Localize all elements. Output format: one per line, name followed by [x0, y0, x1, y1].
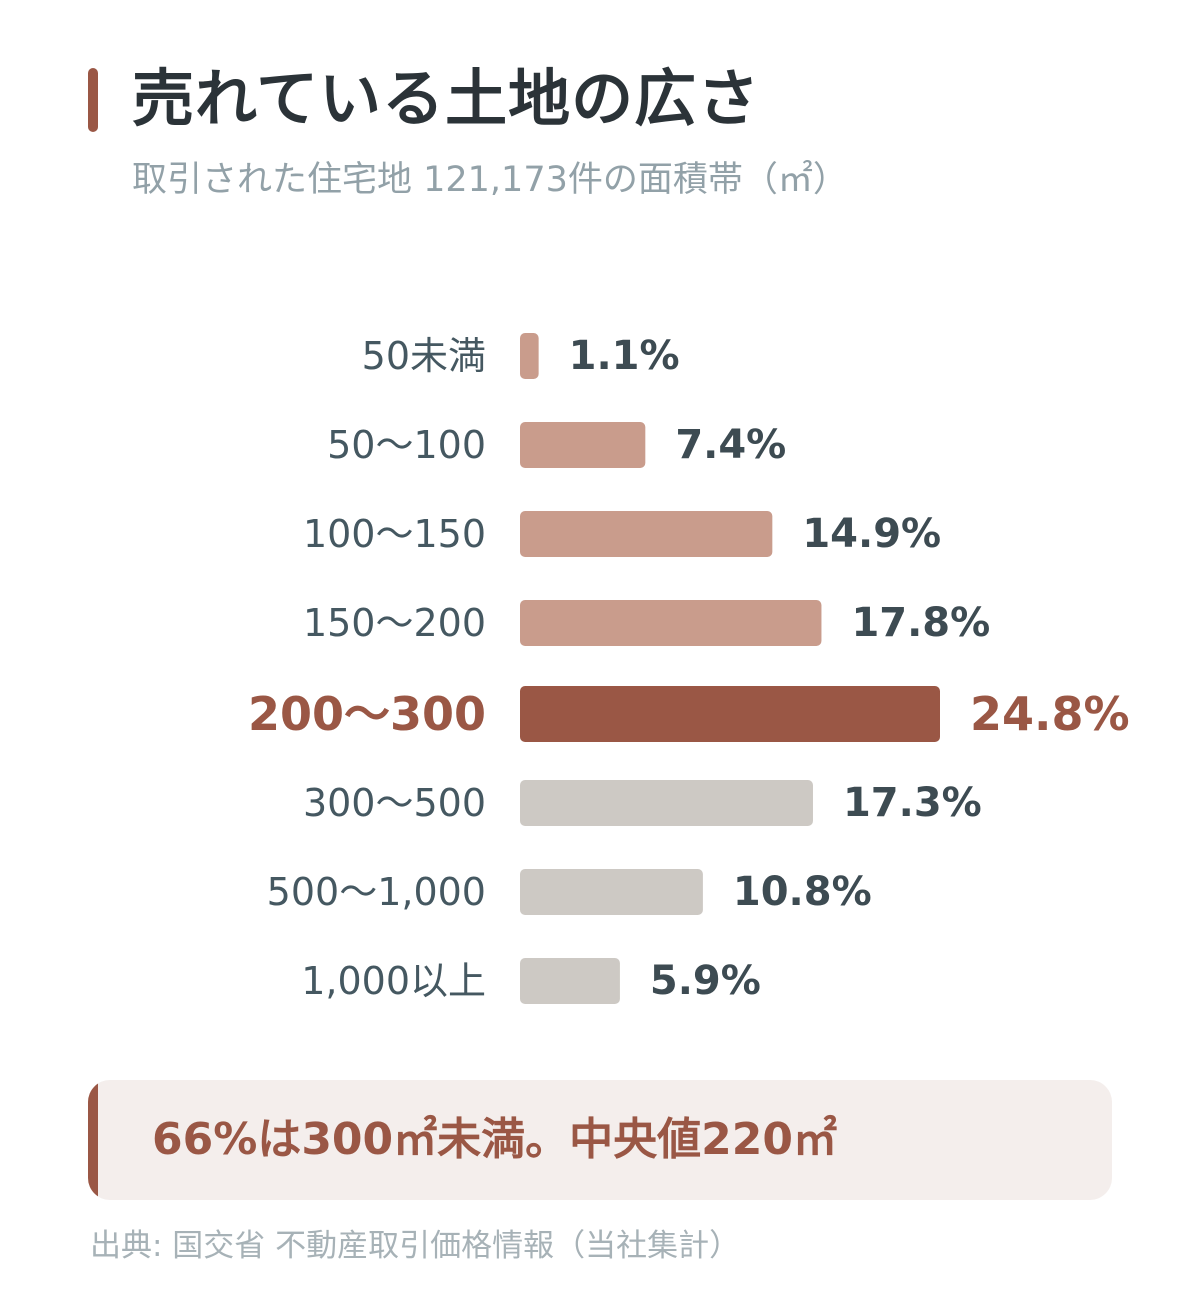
value-label: 24.8% [970, 687, 1130, 741]
bar [520, 958, 620, 1004]
value-label: 17.8% [851, 600, 990, 646]
source-citation: 出典: 国交省 不動産取引価格情報（当社集計） [90, 1228, 741, 1264]
chart-subtitle: 取引された住宅地 121,173件の面積帯（㎡） [132, 160, 848, 200]
category-label: 1,000以上 [301, 959, 486, 1003]
value-label: 17.3% [843, 780, 982, 826]
category-label: 150〜200 [303, 601, 486, 645]
title-accent-bar [88, 68, 98, 132]
summary-note-text: 66%は300㎡未満。中央値220㎡ [152, 1114, 838, 1165]
bar-chart: 50未満 1.1% 50〜100 7.4% 100〜150 14.9% 150〜200 17.… [248, 333, 1130, 1004]
bar [520, 333, 539, 379]
bar-highlighted [520, 686, 940, 742]
bar [520, 600, 822, 646]
category-label: 500〜1,000 [267, 870, 486, 914]
chart-title: 売れている土地の広さ [132, 62, 761, 135]
value-label: 5.9% [650, 958, 761, 1004]
value-label: 1.1% [569, 333, 680, 379]
bar [520, 511, 773, 557]
category-label: 100〜150 [303, 512, 486, 556]
note-accent-bar [88, 1080, 98, 1200]
bar [520, 780, 813, 826]
category-label: 200〜300 [248, 687, 486, 741]
bar [520, 869, 703, 915]
category-label: 50未満 [362, 334, 486, 378]
value-label: 7.4% [675, 422, 786, 468]
category-label: 300〜500 [303, 781, 486, 825]
value-label: 10.8% [733, 869, 872, 915]
category-label: 50〜100 [327, 423, 486, 467]
summary-note: 66%は300㎡未満。中央値220㎡ [88, 1080, 1112, 1200]
value-label: 14.9% [802, 511, 941, 557]
bar [520, 422, 646, 468]
